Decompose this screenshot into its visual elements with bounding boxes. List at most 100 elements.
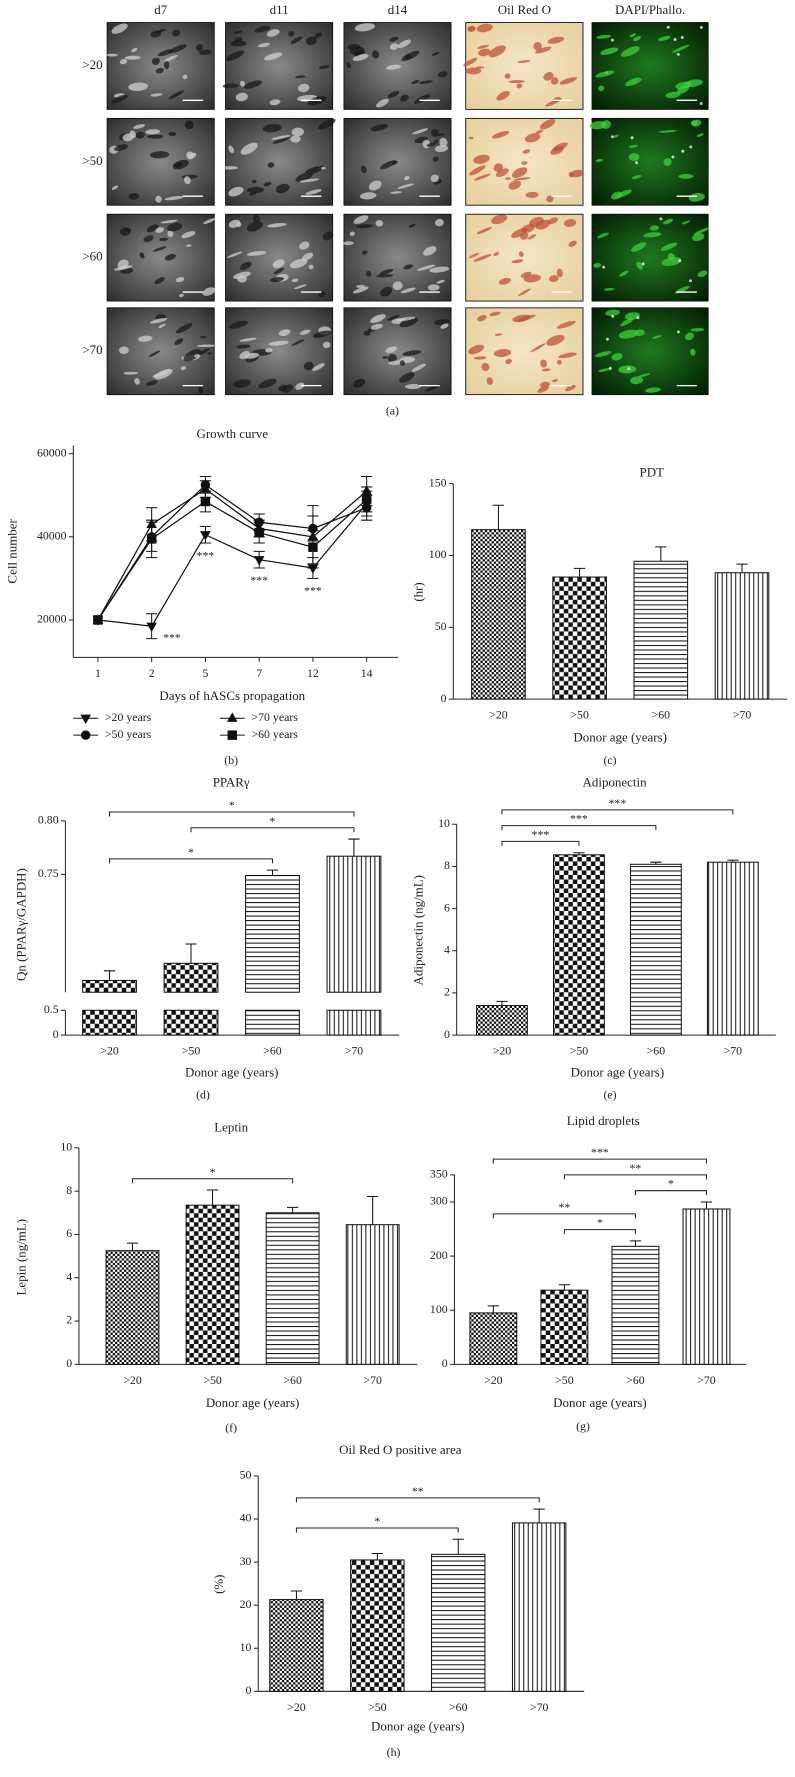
cell	[155, 195, 162, 203]
bar	[611, 1245, 660, 1365]
significance-bracket	[501, 840, 580, 846]
cell	[546, 195, 554, 203]
y-tick-label: 30	[240, 1554, 252, 1568]
cell	[465, 67, 482, 75]
cell	[184, 176, 191, 185]
cell	[111, 185, 119, 190]
cell	[371, 50, 380, 59]
y-tick-label: 20000	[37, 612, 67, 626]
error-bar	[367, 1196, 379, 1225]
cell	[493, 252, 499, 256]
chart-title: PDT	[640, 465, 665, 480]
y-tick-label: 0.75	[38, 866, 59, 880]
cell	[188, 152, 197, 159]
cell	[495, 168, 509, 177]
cell	[199, 49, 212, 55]
y-tick-label: 8	[66, 1183, 72, 1197]
cell	[619, 270, 629, 277]
micrograph	[465, 307, 584, 396]
cell	[691, 233, 705, 242]
cell	[663, 158, 672, 166]
row-label: >70	[82, 342, 102, 357]
caption: (c)	[603, 753, 616, 767]
cell	[491, 214, 508, 225]
error-bar	[496, 1000, 508, 1006]
cell	[613, 134, 619, 138]
significance-bracket	[492, 1158, 707, 1164]
cell	[690, 327, 705, 332]
significance-label: *	[597, 1216, 603, 1230]
cell	[167, 222, 183, 232]
cell	[689, 279, 692, 283]
cell	[641, 262, 645, 266]
cell	[537, 385, 550, 393]
cell	[530, 343, 546, 353]
cell	[493, 348, 512, 358]
y-tick-label: 20	[240, 1597, 252, 1611]
bar	[633, 560, 689, 700]
cell	[149, 350, 161, 358]
y-axis-label: Adiponectin (ng/mL)	[410, 875, 425, 985]
significance-bracket	[109, 858, 273, 864]
x-tick-label: >20	[489, 708, 508, 722]
chart-title: Lipid droplets	[567, 1113, 640, 1128]
cell	[163, 55, 178, 62]
error-bar	[290, 1590, 303, 1600]
cell	[271, 135, 291, 140]
x-tick-label: >50	[203, 1373, 222, 1387]
cell	[181, 231, 196, 239]
cell	[556, 320, 576, 329]
cell	[228, 186, 244, 197]
cell	[184, 120, 194, 130]
cell	[476, 23, 493, 33]
cell	[254, 25, 271, 33]
cell	[525, 133, 541, 143]
cell	[196, 344, 217, 348]
x-tick-label: >70	[363, 1373, 382, 1387]
cell	[164, 253, 176, 261]
cell	[478, 48, 491, 57]
x-tick-label: >60	[283, 1373, 302, 1387]
error-bar	[629, 1240, 642, 1247]
cell	[671, 155, 675, 159]
bar	[82, 979, 137, 993]
y-tick-label: 0	[66, 1356, 72, 1370]
caption: (a)	[386, 403, 399, 417]
cell	[439, 137, 448, 147]
cell	[375, 220, 384, 227]
cell	[630, 376, 644, 385]
cell	[556, 268, 563, 278]
cell	[431, 52, 440, 56]
cell	[699, 102, 703, 106]
cell	[239, 337, 257, 342]
cell	[304, 166, 319, 173]
cell	[178, 293, 184, 298]
cell	[122, 133, 134, 142]
cell	[602, 265, 606, 269]
y-tick-label: 50	[435, 619, 447, 633]
error-bar	[700, 1201, 713, 1209]
marker	[253, 556, 265, 566]
micrograph	[106, 22, 215, 110]
cell	[620, 317, 634, 327]
cell	[412, 128, 429, 135]
cell	[699, 25, 703, 29]
cell	[273, 267, 285, 275]
cell	[174, 338, 184, 345]
cell	[106, 53, 119, 57]
cell	[684, 79, 703, 87]
cell	[175, 323, 193, 334]
cell	[174, 162, 182, 168]
cell	[601, 120, 611, 129]
cell	[697, 270, 708, 278]
micrograph	[465, 213, 584, 302]
cell	[299, 178, 320, 183]
cell	[408, 223, 416, 228]
bar	[105, 1250, 160, 1365]
y-tick-label: 8	[444, 858, 450, 872]
bar	[326, 855, 382, 993]
cell	[150, 93, 163, 97]
cell	[535, 129, 544, 134]
cell	[427, 284, 440, 291]
cell	[301, 252, 314, 261]
